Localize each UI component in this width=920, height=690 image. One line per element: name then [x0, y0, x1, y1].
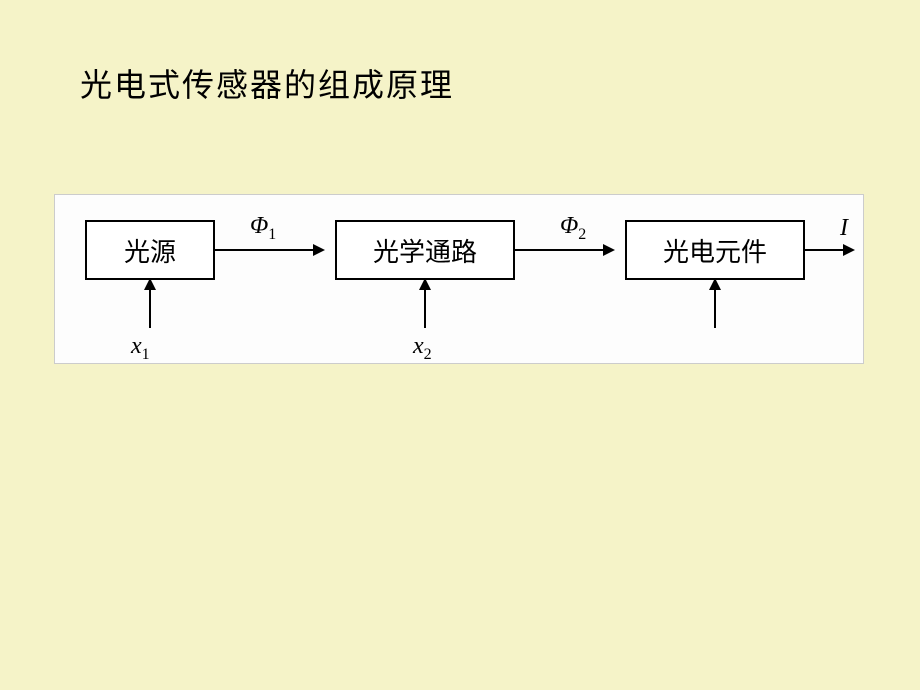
edge-phi2 [515, 249, 613, 251]
edge-output-i [805, 249, 853, 251]
edge-phi1 [215, 249, 323, 251]
label-i: I [840, 215, 848, 242]
page-title: 光电式传感器的组成原理 [80, 60, 454, 106]
label-phi1: Φ1 [250, 213, 276, 244]
label-x1: x1 [131, 333, 150, 364]
input-x2-arrow [424, 280, 426, 328]
flowchart: 光源 光学通路 光电元件 Φ1 Φ2 I x1 x2 [55, 195, 863, 363]
input-x3-arrow [714, 280, 716, 328]
label-phi2: Φ2 [560, 213, 586, 244]
node-photoelement: 光电元件 [625, 220, 805, 280]
input-x1-arrow [149, 280, 151, 328]
node-source: 光源 [85, 220, 215, 280]
label-x2: x2 [413, 333, 432, 364]
diagram-panel: 光源 光学通路 光电元件 Φ1 Φ2 I x1 x2 [54, 194, 864, 364]
node-optical-path: 光学通路 [335, 220, 515, 280]
